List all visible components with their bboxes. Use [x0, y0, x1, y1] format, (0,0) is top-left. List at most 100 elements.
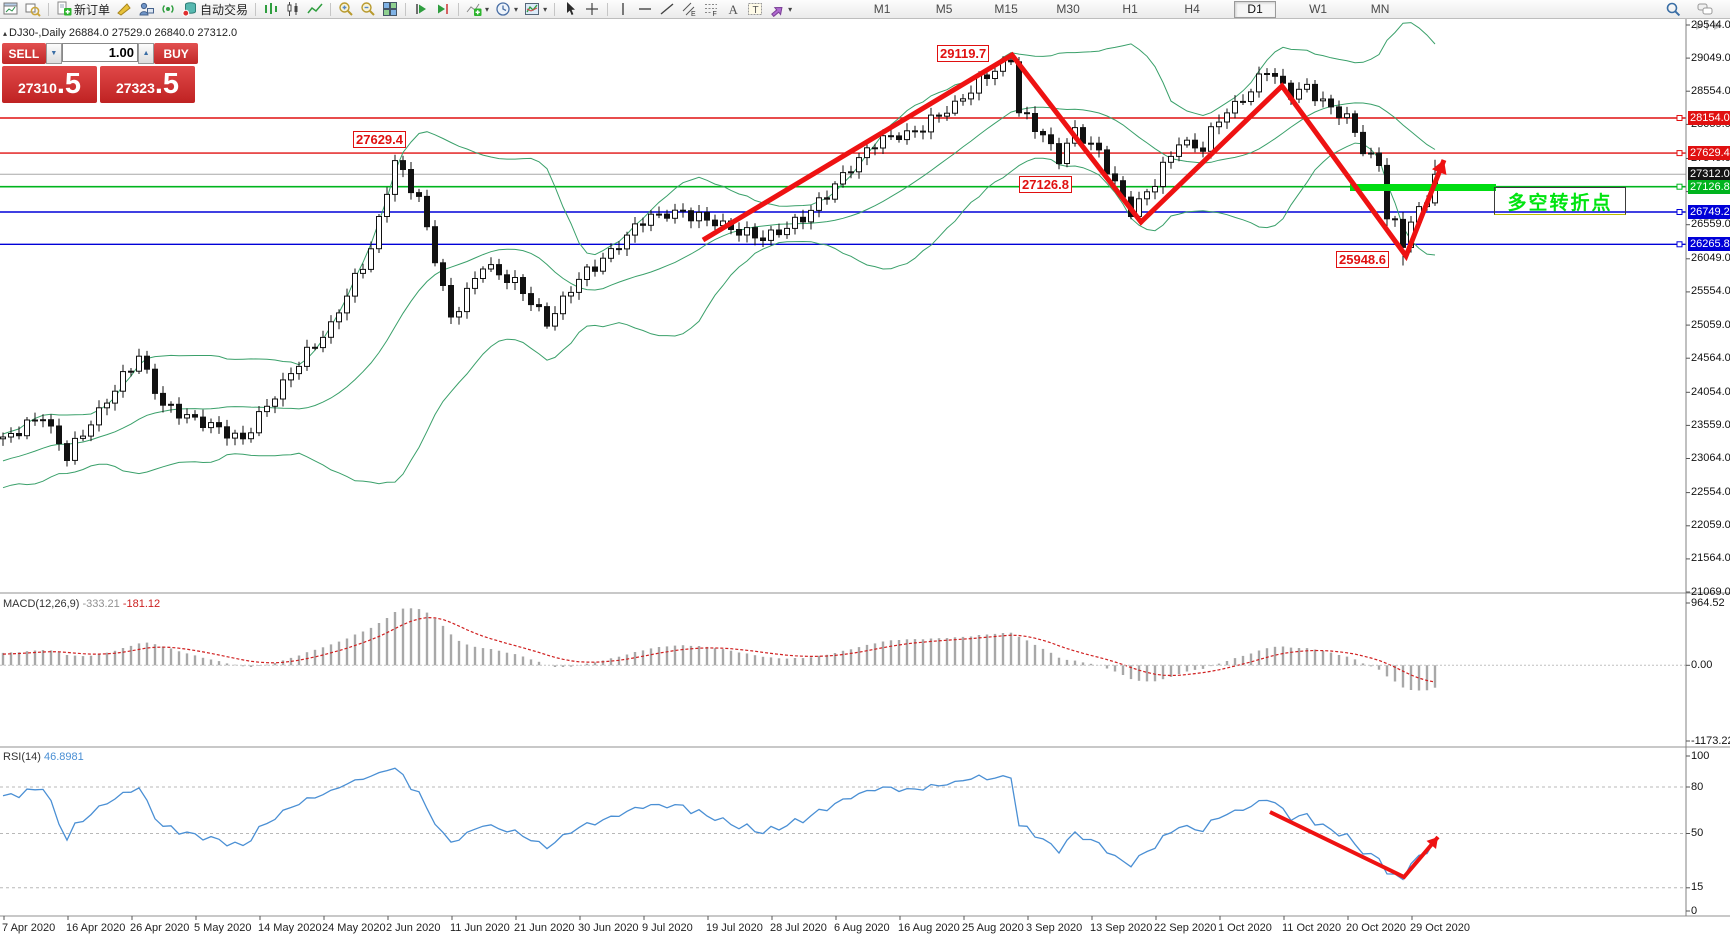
timeframe-mn-button[interactable]: MN [1370, 1, 1390, 16]
price-axis-tick: 21069.0 [1691, 585, 1730, 598]
cursor-button[interactable] [559, 1, 581, 18]
text-button[interactable]: A [722, 1, 744, 18]
macd-axis-tick: 964.52 [1691, 596, 1725, 609]
trend-arrowhead [1426, 837, 1438, 849]
equidistant-channel-button[interactable]: E [678, 1, 700, 18]
buy-button[interactable]: BUY [154, 43, 198, 64]
sell-price-tile[interactable]: 27310 .5 [2, 66, 97, 103]
autotrade-icon [182, 2, 197, 17]
clock-icon [496, 2, 510, 16]
timeframe-toolbar: M1 M5 M15 M30 H1 H4 D1 W1 MN [851, 0, 1411, 18]
text-label-button[interactable]: T [744, 1, 766, 18]
rsi-axis-tick: 0 [1691, 904, 1698, 917]
macd-indicator-label: MACD(12,26,9) -333.21 -181.12 [3, 598, 161, 610]
timeframe-m5-button[interactable]: M5 [935, 1, 953, 16]
price-annotation-label[interactable]: 27126.8 [1019, 176, 1072, 193]
tile-windows-button[interactable] [379, 1, 401, 18]
timeframe-m1-button[interactable]: M1 [873, 1, 891, 16]
step-end-icon [438, 4, 448, 14]
time-axis-label: 26 Apr 2020 [130, 922, 190, 934]
price-axis-tick: 21564.0 [1691, 552, 1730, 565]
fibonacci-button[interactable]: F [700, 1, 722, 18]
highlight-bar [1350, 184, 1496, 191]
timeframe-m15-button[interactable]: M15 [994, 1, 1018, 16]
price-axis-tick: 25554.0 [1691, 285, 1730, 298]
cursor-icon [567, 2, 576, 15]
candles-chart-icon [287, 2, 298, 16]
candlestick-chart-button[interactable] [282, 1, 304, 18]
time-axis-label: 6 Aug 2020 [834, 922, 890, 934]
new-order-icon [57, 1, 72, 16]
line-chart-button[interactable] [304, 1, 326, 18]
toolbar-separator [458, 2, 460, 16]
price-line-badge[interactable]: 26749.2 [1688, 204, 1730, 219]
note-text-box[interactable]: 多空转折点 [1494, 187, 1626, 215]
zoom-in-button[interactable] [335, 1, 357, 18]
timeframe-d1-button[interactable]: D1 [1234, 0, 1277, 18]
rsi-indicator-label: RSI(14) 46.8981 [3, 751, 84, 763]
auto-scroll-button[interactable] [410, 1, 432, 18]
bars-chart-icon [265, 3, 278, 14]
price-line-badge[interactable]: 27629.4 [1688, 146, 1730, 161]
timeframe-w1-button[interactable]: W1 [1309, 1, 1328, 16]
chart-preview-icon [25, 3, 41, 17]
timeframe-h1-button[interactable]: H1 [1122, 1, 1138, 16]
indicators-button[interactable]: ▾ [463, 1, 492, 18]
one-click-trade-panel: SELL ▼ ▲ BUY 27310 .5 27323 .5 [2, 43, 198, 103]
volume-input[interactable] [62, 43, 138, 62]
buy-price-tile[interactable]: 27323 .5 [100, 66, 195, 103]
chat-button[interactable] [1694, 1, 1716, 18]
indicators-icon [466, 3, 482, 16]
text-a-icon: A [729, 2, 739, 17]
bollinger-bands [2, 22, 1436, 489]
main-toolbar: 新订单 自动交易 ▾ ▾ ▾ E F A T ▾ M1 M5 M15 M30 H1 H4 D1 W1 MN [0, 0, 1730, 19]
price-line-badge[interactable]: 26265.8 [1688, 237, 1730, 252]
templates-button[interactable]: ▾ [521, 1, 550, 18]
price-line-badge[interactable]: 28154.0 [1688, 110, 1730, 125]
crosshair-button[interactable] [581, 1, 603, 18]
price-line-badge[interactable]: 27312.0 [1688, 167, 1730, 182]
macd-signal-value: -181.12 [122, 598, 161, 610]
price-annotation-label[interactable]: 25948.6 [1336, 251, 1389, 268]
price-axis-tick: 28554.0 [1691, 84, 1730, 97]
metaeditor-button[interactable] [113, 1, 135, 18]
time-axis-label: 11 Oct 2020 [1282, 922, 1342, 934]
price-annotation-label[interactable]: 27629.4 [353, 131, 406, 148]
expander-icon[interactable]: ▴ [3, 29, 8, 38]
bar-chart-button[interactable] [260, 1, 282, 18]
time-axis-label: 19 Jul 2020 [706, 922, 763, 934]
chat-icon [1697, 3, 1713, 15]
vertical-line-button[interactable] [612, 1, 634, 18]
time-axis-label: 24 May 2020 [322, 922, 386, 934]
volume-decrease-button[interactable]: ▼ [45, 43, 62, 64]
symbol-ohlc-text: DJ30-,Daily 26884.0 27529.0 26840.0 2731… [9, 27, 238, 39]
time-axis-label: 1 Oct 2020 [1218, 922, 1272, 934]
new-order-button[interactable]: 新订单 [53, 1, 113, 18]
chart-preview-button[interactable] [22, 1, 44, 18]
signals-button[interactable] [157, 1, 179, 18]
periods-button[interactable]: ▾ [492, 1, 521, 18]
price-annotation-label[interactable]: 29119.7 [937, 45, 990, 62]
volume-increase-button[interactable]: ▲ [138, 43, 155, 64]
timeframe-m30-button[interactable]: M30 [1056, 1, 1080, 16]
fibo-icon: F [705, 4, 718, 17]
community-button[interactable] [135, 1, 157, 18]
timeframe-h4-button[interactable]: H4 [1184, 1, 1200, 16]
trendline-button[interactable] [656, 1, 678, 18]
signal-icon [162, 5, 174, 13]
price-line-badge[interactable]: 27126.8 [1688, 179, 1730, 194]
time-axis-label: 13 Sep 2020 [1090, 922, 1153, 934]
time-axis-label: 14 May 2020 [258, 922, 322, 934]
channel-icon: E [682, 2, 696, 17]
svg-text:E: E [691, 11, 696, 17]
arrows-button[interactable]: ▾ [766, 1, 795, 18]
horizontal-line-button[interactable] [634, 1, 656, 18]
zoom-out-button[interactable] [357, 1, 379, 18]
time-axis-label: 3 Sep 2020 [1026, 922, 1083, 934]
search-button[interactable] [1662, 1, 1684, 18]
sell-button[interactable]: SELL [2, 43, 46, 64]
chart-window-button[interactable] [0, 1, 22, 18]
chart-shift-button[interactable] [432, 1, 454, 18]
autotrading-button[interactable]: 自动交易 [179, 1, 251, 18]
